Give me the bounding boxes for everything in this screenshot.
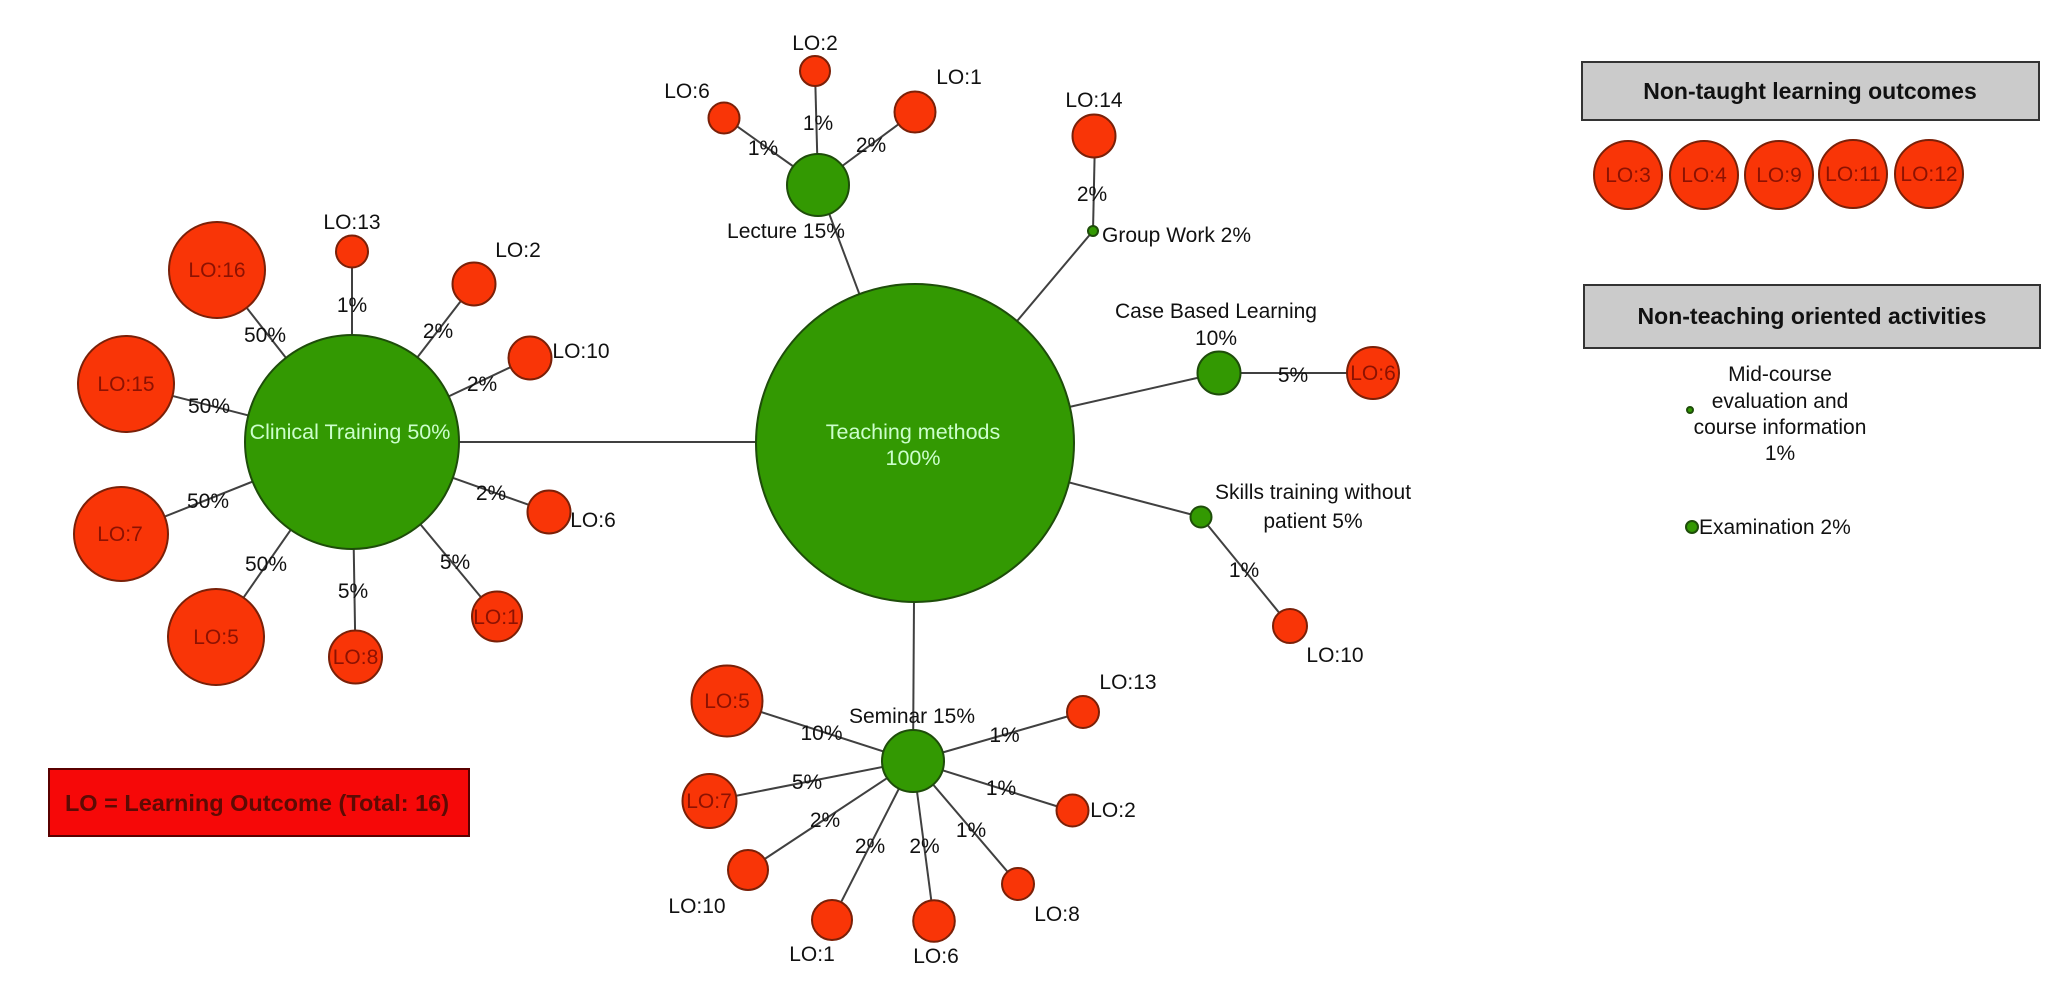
svg-text:LO:14: LO:14 xyxy=(1065,89,1123,112)
svg-text:Case Based Learning: Case Based Learning xyxy=(1115,300,1317,323)
svg-text:2%: 2% xyxy=(467,373,497,396)
svg-text:5%: 5% xyxy=(338,580,368,603)
svg-text:LO:5: LO:5 xyxy=(193,626,239,649)
svg-text:2%: 2% xyxy=(810,809,840,832)
svg-text:1%: 1% xyxy=(748,137,778,160)
svg-text:LO:1: LO:1 xyxy=(936,66,982,89)
svg-text:LO:6: LO:6 xyxy=(1350,362,1396,385)
svg-text:1%: 1% xyxy=(803,112,833,135)
svg-text:Clinical Training 50%: Clinical Training 50% xyxy=(250,420,451,444)
svg-text:Seminar 15%: Seminar 15% xyxy=(849,705,975,728)
svg-text:2%: 2% xyxy=(1077,183,1107,206)
svg-text:LO:13: LO:13 xyxy=(323,211,380,234)
svg-text:Mid-course: Mid-course xyxy=(1728,363,1832,386)
svg-text:2%: 2% xyxy=(909,835,939,858)
svg-text:2%: 2% xyxy=(855,835,885,858)
svg-text:Teaching methods: Teaching methods xyxy=(826,420,1001,444)
svg-text:LO:2: LO:2 xyxy=(792,32,838,55)
svg-text:LO:6: LO:6 xyxy=(664,80,710,103)
svg-text:1%: 1% xyxy=(989,724,1019,747)
svg-text:LO:3: LO:3 xyxy=(1605,164,1651,187)
svg-text:1%: 1% xyxy=(986,777,1016,800)
svg-text:LO:13: LO:13 xyxy=(1099,671,1156,694)
svg-text:LO:2: LO:2 xyxy=(1090,799,1136,822)
svg-text:LO:1: LO:1 xyxy=(473,606,519,629)
svg-text:2%: 2% xyxy=(476,482,506,505)
svg-text:Non-teaching oriented activiti: Non-teaching oriented activities xyxy=(1638,303,1987,329)
svg-text:LO:11: LO:11 xyxy=(1825,163,1881,186)
svg-text:1%: 1% xyxy=(1765,442,1795,465)
svg-text:Non-taught learning outcomes: Non-taught learning outcomes xyxy=(1643,78,1977,104)
svg-text:LO:16: LO:16 xyxy=(188,259,245,282)
svg-text:10%: 10% xyxy=(800,722,842,745)
svg-text:LO:6: LO:6 xyxy=(913,945,959,968)
svg-text:LO:8: LO:8 xyxy=(1034,903,1080,926)
svg-text:50%: 50% xyxy=(244,324,286,347)
svg-text:LO:5: LO:5 xyxy=(704,690,750,713)
svg-text:LO:2: LO:2 xyxy=(495,239,541,262)
svg-text:patient 5%: patient 5% xyxy=(1263,510,1362,533)
svg-text:LO:7: LO:7 xyxy=(97,523,143,546)
svg-text:LO:12: LO:12 xyxy=(1900,163,1957,186)
svg-text:50%: 50% xyxy=(245,553,287,576)
svg-text:5%: 5% xyxy=(792,771,822,794)
svg-text:course information: course information xyxy=(1694,416,1867,439)
svg-text:Lecture 15%: Lecture 15% xyxy=(727,220,845,243)
svg-text:50%: 50% xyxy=(188,395,230,418)
svg-text:LO:8: LO:8 xyxy=(333,646,379,669)
svg-text:1%: 1% xyxy=(337,294,367,317)
svg-text:100%: 100% xyxy=(886,446,941,470)
svg-text:Skills training without: Skills training without xyxy=(1215,481,1411,504)
svg-text:LO = Learning Outcome (Total:: LO = Learning Outcome (Total: 16) xyxy=(65,790,449,816)
svg-text:LO:10: LO:10 xyxy=(552,340,609,363)
svg-text:50%: 50% xyxy=(187,490,229,513)
svg-text:evaluation and: evaluation and xyxy=(1712,390,1849,413)
svg-text:LO:15: LO:15 xyxy=(97,373,154,396)
svg-text:5%: 5% xyxy=(1278,364,1308,387)
svg-text:5%: 5% xyxy=(440,551,470,574)
svg-text:2%: 2% xyxy=(423,320,453,343)
svg-text:LO:6: LO:6 xyxy=(570,509,616,532)
svg-text:LO:9: LO:9 xyxy=(1756,164,1802,187)
svg-text:LO:10: LO:10 xyxy=(668,895,725,918)
svg-text:LO:7: LO:7 xyxy=(686,790,732,813)
svg-text:LO:10: LO:10 xyxy=(1306,644,1363,667)
svg-text:10%: 10% xyxy=(1195,327,1237,350)
svg-text:2%: 2% xyxy=(856,134,886,157)
svg-text:1%: 1% xyxy=(956,819,986,842)
svg-text:LO:4: LO:4 xyxy=(1681,164,1727,187)
svg-text:1%: 1% xyxy=(1229,559,1259,582)
svg-text:LO:1: LO:1 xyxy=(789,943,835,966)
svg-text:Group Work 2%: Group Work 2% xyxy=(1102,224,1251,247)
svg-text:Examination 2%: Examination 2% xyxy=(1699,516,1851,539)
